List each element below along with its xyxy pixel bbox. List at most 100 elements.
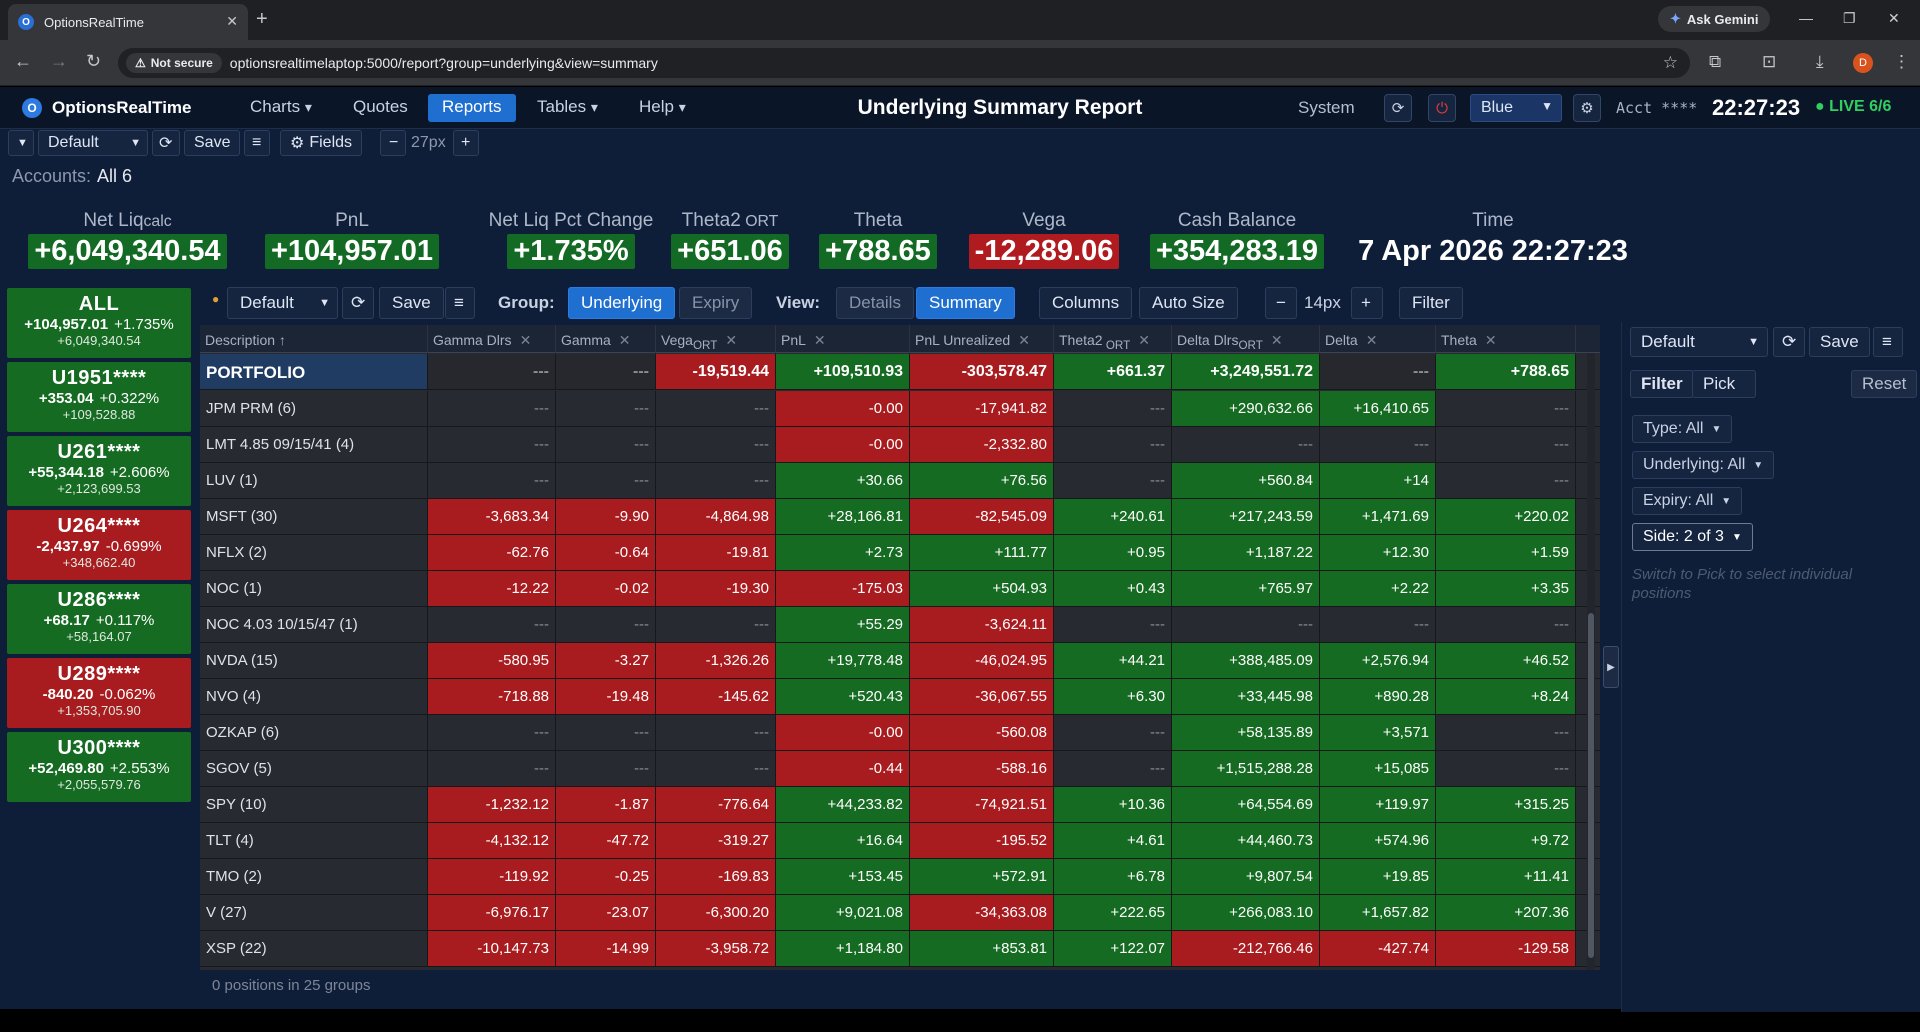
font-decrease-button[interactable]: − bbox=[380, 130, 406, 156]
bookmark-star-icon[interactable]: ☆ bbox=[1662, 53, 1678, 72]
reload-icon[interactable]: ↻ bbox=[86, 51, 102, 71]
close-window-icon[interactable]: ✕ bbox=[1888, 10, 1900, 26]
table-row[interactable]: LUV (1) --- --- --- +30.66 +76.56 --- +560.84 +1… bbox=[200, 463, 1600, 499]
collapse-toggle-icon[interactable]: ▼ bbox=[8, 130, 34, 156]
font-increase-button[interactable]: + bbox=[453, 130, 479, 156]
download-icon[interactable]: ⤓ bbox=[1816, 52, 1824, 71]
table-row[interactable]: NVO (4) -718.88 -19.48 -145.62 +520.43 -36,06… bbox=[200, 679, 1600, 715]
column-header[interactable]: VegaORT ✕ bbox=[656, 325, 776, 353]
tab-pick[interactable]: Pick bbox=[1692, 370, 1756, 398]
remove-column-icon[interactable]: ✕ bbox=[725, 332, 738, 348]
table-row[interactable]: NFLX (2) -62.76 -0.64 -19.81 +2.73 +111.77 +0.… bbox=[200, 535, 1600, 571]
portfolio-row[interactable]: PORTFOLIO --- --- -19,519.44 +109,510.93 -303… bbox=[200, 354, 1600, 390]
report-layout-select[interactable]: Default ▼ bbox=[227, 287, 338, 319]
table-row[interactable]: OZKAP (6) --- --- --- -0.00 -560.08 --- +58,135… bbox=[200, 715, 1600, 751]
auto-size-button[interactable]: Auto Size bbox=[1139, 287, 1238, 319]
filter-chip[interactable]: Underlying: All ▼ bbox=[1632, 451, 1775, 479]
column-header[interactable]: PnL ✕ bbox=[776, 325, 910, 353]
column-header[interactable]: Delta DlrsORT ✕ bbox=[1172, 325, 1320, 353]
table-row[interactable]: NOC (1) -12.22 -0.02 -19.30 -175.03 +504.93 +0… bbox=[200, 571, 1600, 607]
remove-column-icon[interactable]: ✕ bbox=[1365, 332, 1378, 348]
column-header[interactable]: Gamma ✕ bbox=[556, 325, 656, 353]
close-tab-icon[interactable]: ✕ bbox=[226, 13, 238, 29]
browser-tab[interactable]: O OptionsRealTime ✕ bbox=[8, 4, 248, 40]
filter-chip[interactable]: Side: 2 of 3 ▼ bbox=[1632, 523, 1753, 551]
table-row[interactable]: XSP (22) -10,147.73 -14.99 -3,958.72 +1,184.… bbox=[200, 931, 1600, 967]
account-card[interactable]: U261**** +55,344.18 +2.606% +2,123,699.53 bbox=[7, 436, 191, 506]
panel-collapse-icon[interactable]: ▶ bbox=[1603, 646, 1619, 688]
not-secure-badge[interactable]: ⚠ Not secure bbox=[126, 53, 222, 73]
column-header[interactable]: Gamma Dlrs ✕ bbox=[428, 325, 556, 353]
forward-icon[interactable]: → bbox=[50, 51, 68, 71]
ask-gemini-button[interactable]: ✦ Ask Gemini bbox=[1658, 6, 1771, 32]
address-bar[interactable]: ⚠ Not secure optionsrealtimelaptop:5000/… bbox=[118, 48, 1690, 78]
table-row[interactable]: MSFT (30) -3,683.34 -9.90 -4,864.98 +28,166.… bbox=[200, 499, 1600, 535]
filter-layout-select[interactable]: Default ▼ bbox=[1630, 327, 1768, 357]
save-report-button[interactable]: Save bbox=[379, 287, 444, 319]
account-card[interactable]: U264**** -2,437.97 -0.699% +348,662.40 bbox=[7, 510, 191, 580]
minimize-icon[interactable]: — bbox=[1799, 10, 1813, 26]
menu-quotes[interactable]: Quotes bbox=[353, 97, 408, 116]
table-row[interactable]: SGOV (5) --- --- --- -0.44 -588.16 --- +1,515,2… bbox=[200, 751, 1600, 787]
remove-column-icon[interactable]: ✕ bbox=[1270, 332, 1283, 348]
settings-gear-icon[interactable]: ⚙ bbox=[1573, 94, 1601, 122]
filter-save-button[interactable]: Save bbox=[1809, 327, 1870, 357]
profile-avatar[interactable]: D bbox=[1853, 53, 1873, 73]
menu-help[interactable]: Help ▾ bbox=[639, 97, 686, 117]
sort-ascending-icon[interactable]: ↑ bbox=[278, 332, 286, 348]
reload-layout-icon[interactable]: ⟳ bbox=[152, 130, 180, 156]
remove-column-icon[interactable]: ✕ bbox=[1018, 332, 1030, 348]
restore-icon[interactable]: ❐ bbox=[1843, 10, 1856, 26]
table-row[interactable]: LMT 4.85 09/15/41 (4) --- --- --- -0.00 -2,33… bbox=[200, 427, 1600, 463]
reset-button[interactable]: Reset bbox=[1851, 370, 1918, 398]
remove-column-icon[interactable]: ✕ bbox=[813, 332, 826, 348]
remove-column-icon[interactable]: ✕ bbox=[1138, 332, 1150, 348]
column-header[interactable]: Theta ✕ bbox=[1436, 325, 1576, 353]
reload-report-icon[interactable]: ⟳ bbox=[342, 287, 374, 319]
table-row[interactable]: V (27) -6,976.17 -23.07 -6,300.20 +9,021.08-… bbox=[200, 895, 1600, 931]
column-header[interactable]: Delta ✕ bbox=[1320, 325, 1436, 353]
remove-column-icon[interactable]: ✕ bbox=[519, 332, 532, 348]
account-card[interactable]: U300**** +52,469.80 +2.553% +2,055,579.76 bbox=[7, 732, 191, 802]
table-row[interactable]: NVDA (15) -580.95 -3.27 -1,326.26 +19,778.48… bbox=[200, 643, 1600, 679]
report-menu-icon[interactable]: ≡ bbox=[445, 287, 475, 319]
filter-reload-icon[interactable]: ⟳ bbox=[1773, 327, 1805, 357]
table-row[interactable]: JPM PRM (6) --- --- --- -0.00 -17,941.82 --- +2… bbox=[200, 391, 1600, 427]
menu-reports[interactable]: Reports bbox=[428, 94, 516, 122]
table-row[interactable]: SPY (10) -1,232.12 -1.87 -776.64 +44,233.82-… bbox=[200, 787, 1600, 823]
refresh-icon[interactable]: ⟳ bbox=[1384, 94, 1412, 122]
column-header[interactable]: Theta2 ORT ✕ bbox=[1054, 325, 1172, 353]
remove-column-icon[interactable]: ✕ bbox=[1484, 332, 1497, 348]
filter-chip[interactable]: Type: All ▼ bbox=[1632, 415, 1733, 443]
new-tab-icon[interactable]: + bbox=[256, 8, 268, 30]
chrome-menu-icon[interactable]: ⋮ bbox=[1893, 52, 1910, 71]
save-layout-button[interactable]: Save bbox=[184, 130, 241, 156]
layout-menu-icon[interactable]: ≡ bbox=[244, 130, 270, 156]
filter-chip[interactable]: Expiry: All ▼ bbox=[1632, 487, 1743, 515]
grid-scrollbar[interactable] bbox=[1587, 353, 1595, 970]
table-row[interactable]: TLT (4) -4,132.12 -47.72 -319.27 +16.64 -195.… bbox=[200, 823, 1600, 859]
back-icon[interactable]: ← bbox=[14, 51, 32, 71]
view-summary-button[interactable]: Summary bbox=[916, 287, 1015, 319]
system-link[interactable]: System bbox=[1298, 98, 1355, 117]
grid-font-decrease-button[interactable]: − bbox=[1265, 287, 1297, 319]
fields-button[interactable]: ⚙ Fields bbox=[280, 130, 363, 156]
grid-font-increase-button[interactable]: + bbox=[1351, 287, 1383, 319]
remove-column-icon[interactable]: ✕ bbox=[618, 332, 631, 348]
column-header[interactable]: Description ↑ bbox=[200, 325, 428, 353]
account-card[interactable]: U286**** +68.17 +0.117% +58,164.07 bbox=[7, 584, 191, 654]
group-underlying-button[interactable]: Underlying bbox=[568, 287, 676, 319]
account-card[interactable]: U1951**** +353.04 +0.322% +109,528.88 bbox=[7, 362, 191, 432]
account-card[interactable]: ALL +104,957.01 +1.735% +6,049,340.54 bbox=[7, 288, 191, 358]
table-row[interactable]: TMO (2) -119.92 -0.25 -169.83 +153.45 +572.91… bbox=[200, 859, 1600, 895]
theme-select[interactable]: Blue ▼ bbox=[1470, 94, 1562, 122]
grid-scrollbar-thumb[interactable] bbox=[1588, 613, 1594, 958]
brand-logo[interactable]: O OptionsRealTime bbox=[22, 98, 192, 118]
group-expiry-button[interactable]: Expiry bbox=[679, 287, 753, 319]
column-header[interactable]: PnL Unrealized ✕ bbox=[910, 325, 1054, 353]
filter-menu-icon[interactable]: ≡ bbox=[1873, 327, 1903, 357]
layout-select[interactable]: Default ▼ bbox=[38, 130, 148, 156]
tab-filter[interactable]: Filter bbox=[1630, 370, 1694, 398]
tab-search-icon[interactable]: ⊡ bbox=[1762, 52, 1777, 71]
menu-tables[interactable]: Tables ▾ bbox=[537, 97, 598, 117]
